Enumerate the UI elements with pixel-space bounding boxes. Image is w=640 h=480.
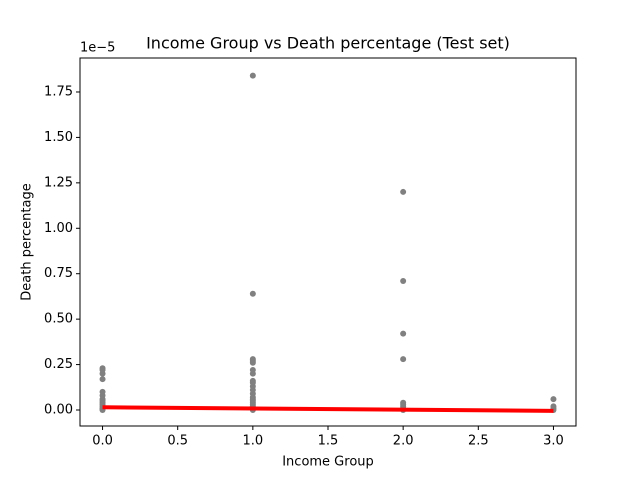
scatter-point — [400, 330, 407, 337]
scatter-point — [400, 188, 407, 195]
chart-title: Income Group vs Death percentage (Test s… — [146, 34, 510, 53]
y-tick-label: 0.25 — [44, 357, 73, 372]
x-tick-label: 1.5 — [318, 434, 339, 449]
y-axis-label: Death percentage — [20, 183, 35, 300]
plot-frame — [79, 57, 577, 427]
scatter-point — [400, 356, 407, 363]
scatter-point — [249, 359, 256, 366]
scatter-point — [249, 370, 256, 377]
y-tick-label: 1.50 — [44, 130, 73, 145]
x-tick-label: 3.0 — [543, 434, 564, 449]
scatter-point — [400, 277, 407, 284]
scatter-point — [99, 370, 106, 377]
scatter-point — [550, 396, 557, 403]
x-axis-label: Income Group — [282, 455, 374, 470]
x-tick-label: 2.0 — [393, 434, 414, 449]
y-tick-label: 0.00 — [44, 403, 73, 418]
x-tick-label: 2.5 — [468, 434, 489, 449]
x-tick-label: 1.0 — [243, 434, 264, 449]
x-tick-label: 0.5 — [167, 434, 188, 449]
scatter-point — [249, 72, 256, 79]
y-tick-label: 1.25 — [44, 175, 73, 190]
y-tick-label: 0.50 — [44, 312, 73, 327]
scatter-point — [99, 376, 106, 383]
y-offset-label: 1e−5 — [80, 41, 115, 56]
y-tick-label: 0.75 — [44, 266, 73, 281]
y-tick-label: 1.00 — [44, 221, 73, 236]
scatter-point — [249, 290, 256, 297]
y-tick-label: 1.75 — [44, 84, 73, 99]
x-tick-label: 0.0 — [92, 434, 113, 449]
regression-line — [102, 405, 554, 413]
